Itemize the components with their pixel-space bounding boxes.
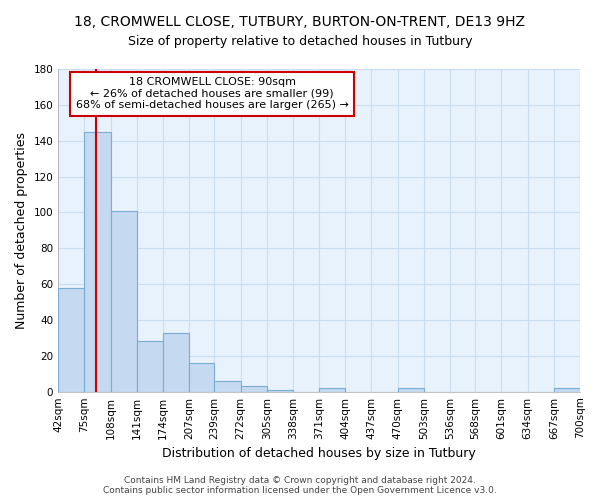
Bar: [137, 342, 163, 392]
Bar: [110, 210, 137, 392]
Text: Contains HM Land Registry data © Crown copyright and database right 2024.
Contai: Contains HM Land Registry data © Crown c…: [103, 476, 497, 495]
Text: 18 CROMWELL CLOSE: 90sqm
← 26% of detached houses are smaller (99)
68% of semi-d: 18 CROMWELL CLOSE: 90sqm ← 26% of detach…: [76, 77, 349, 110]
X-axis label: Distribution of detached houses by size in Tutbury: Distribution of detached houses by size …: [162, 447, 476, 460]
Y-axis label: Number of detached properties: Number of detached properties: [15, 132, 28, 329]
Bar: [85, 132, 110, 392]
Bar: [163, 332, 189, 392]
Bar: [554, 388, 580, 392]
Bar: [241, 386, 267, 392]
Bar: [214, 381, 241, 392]
Bar: [267, 390, 293, 392]
Text: 18, CROMWELL CLOSE, TUTBURY, BURTON-ON-TRENT, DE13 9HZ: 18, CROMWELL CLOSE, TUTBURY, BURTON-ON-T…: [74, 15, 526, 29]
Bar: [58, 288, 85, 392]
Bar: [319, 388, 345, 392]
Bar: [189, 363, 214, 392]
Bar: [398, 388, 424, 392]
Text: Size of property relative to detached houses in Tutbury: Size of property relative to detached ho…: [128, 35, 472, 48]
